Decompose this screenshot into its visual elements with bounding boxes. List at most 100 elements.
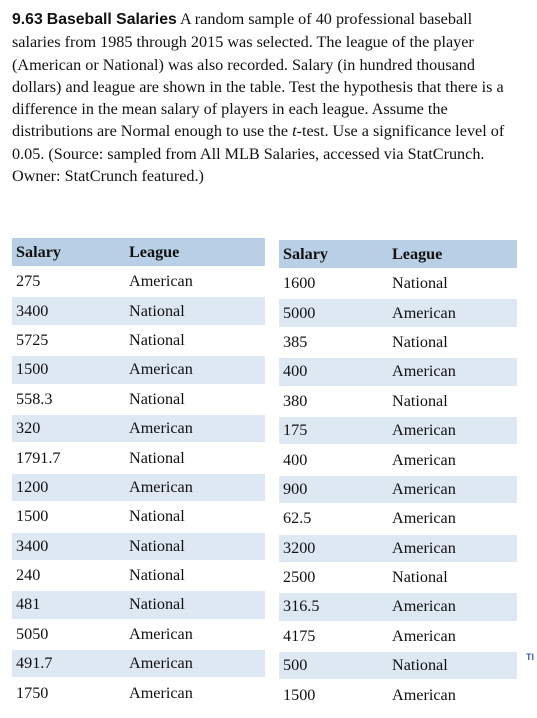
table-row: 900 American (279, 475, 517, 506)
league-cell: National (382, 270, 517, 300)
league-cell: National (119, 444, 265, 474)
league-cell: American (382, 534, 517, 564)
league-cell: American (382, 475, 517, 506)
salary-cell: 5725 (12, 326, 119, 357)
league-cell: National (119, 385, 265, 415)
salary-cell: 5050 (12, 620, 119, 651)
header-salary: Salary (279, 240, 382, 270)
table-row: 5725 National (12, 326, 265, 357)
problem-title: Baseball Salaries (46, 11, 177, 28)
problem-text-part1: A random sample of 40 professional baseb… (12, 10, 504, 141)
salary-cell: 400 (279, 358, 382, 388)
table-row: 1600 National (279, 270, 517, 300)
salary-cell: 1600 (279, 270, 382, 300)
table-row: 316.5 American (279, 593, 517, 623)
table-row: 400 American (279, 358, 517, 388)
table-row: 481 National (12, 591, 265, 621)
league-cell: National (382, 563, 517, 594)
salary-cell: 3400 (12, 297, 119, 327)
table-row: 3400 National (12, 297, 265, 327)
league-cell: American (382, 505, 517, 535)
table-row: 5050 American (12, 620, 265, 651)
salary-cell: 500 (279, 652, 382, 682)
table-row: 4175 American (279, 622, 517, 653)
league-cell: American (119, 414, 265, 445)
salary-cell: 62.5 (279, 505, 382, 535)
table-row: 558.3 National (12, 385, 265, 415)
salary-cell: 316.5 (279, 593, 382, 623)
table-row: 385 National (279, 328, 517, 359)
table-row: 62.5 American (279, 505, 517, 535)
table-header-row: Salary League (279, 240, 517, 270)
salary-cell: 1791.7 (12, 444, 119, 474)
salary-cell: 275 (12, 268, 119, 298)
salary-cell: 3400 (12, 532, 119, 562)
salary-cell: 1500 (12, 356, 119, 386)
salary-table-right: Salary League 1600 National 5000 American 38… (279, 240, 517, 711)
league-cell: National (119, 561, 265, 592)
table-row: 1500 American (279, 681, 517, 711)
league-cell: American (382, 622, 517, 653)
salary-cell: 175 (279, 416, 382, 447)
league-cell: National (119, 326, 265, 357)
league-cell: American (382, 446, 517, 476)
league-cell: National (119, 591, 265, 621)
salary-cell: 400 (279, 446, 382, 476)
table-row: 1500 American (12, 356, 265, 386)
problem-t-letter: t (292, 122, 297, 141)
table-row: 275 American (12, 268, 265, 298)
league-cell: National (382, 652, 517, 682)
league-cell: American (382, 416, 517, 447)
league-cell: American (382, 681, 517, 711)
side-tab[interactable]: TI (526, 652, 534, 662)
league-cell: National (382, 387, 517, 417)
salary-cell: 4175 (279, 622, 382, 653)
table-row: 175 American (279, 416, 517, 447)
salary-cell: 900 (279, 475, 382, 506)
league-cell: National (119, 503, 265, 533)
table-row: 380 National (279, 387, 517, 417)
header-league: League (119, 238, 265, 268)
problem-number: 9.63 (12, 11, 43, 28)
salary-cell: 3200 (279, 534, 382, 564)
league-cell: American (382, 299, 517, 329)
league-cell: National (382, 328, 517, 359)
table-row: 3200 American (279, 534, 517, 564)
salary-cell: 1200 (12, 473, 119, 504)
table-row: 320 American (12, 414, 265, 445)
problem-statement: 9.63 Baseball Salaries A random sample o… (12, 8, 512, 187)
league-cell: American (119, 650, 265, 680)
league-cell: American (382, 593, 517, 623)
salary-cell: 558.3 (12, 385, 119, 415)
salary-cell: 380 (279, 387, 382, 417)
table-header-row: Salary League (12, 238, 265, 268)
salary-cell: 320 (12, 414, 119, 445)
table-row: 1500 National (12, 503, 265, 533)
table-row: 5000 American (279, 299, 517, 329)
league-cell: American (119, 679, 265, 709)
league-cell: American (119, 356, 265, 386)
salary-cell: 481 (12, 591, 119, 621)
league-cell: American (119, 620, 265, 651)
league-cell: American (382, 358, 517, 388)
salary-cell: 2500 (279, 563, 382, 594)
league-cell: American (119, 268, 265, 298)
header-salary: Salary (12, 238, 119, 268)
league-cell: National (119, 532, 265, 562)
salary-cell: 1500 (12, 503, 119, 533)
table-row: 491.7 American (12, 650, 265, 680)
salary-cell: 240 (12, 561, 119, 592)
table-row: 400 American (279, 446, 517, 476)
salary-cell: 1750 (12, 679, 119, 709)
problem-text-part2: -test. Use a significance level of 0.05.… (12, 122, 505, 186)
league-cell: American (119, 473, 265, 504)
table-row: 1750 American (12, 679, 265, 709)
table-row: 1200 American (12, 473, 265, 504)
header-league: League (382, 240, 517, 270)
salary-table-left: Salary League 275 American 3400 National 572… (12, 238, 265, 709)
table-row: 3400 National (12, 532, 265, 562)
salary-cell: 385 (279, 328, 382, 359)
salary-cell: 491.7 (12, 650, 119, 680)
table-row: 1791.7 National (12, 444, 265, 474)
table-row: 500 National (279, 652, 517, 682)
